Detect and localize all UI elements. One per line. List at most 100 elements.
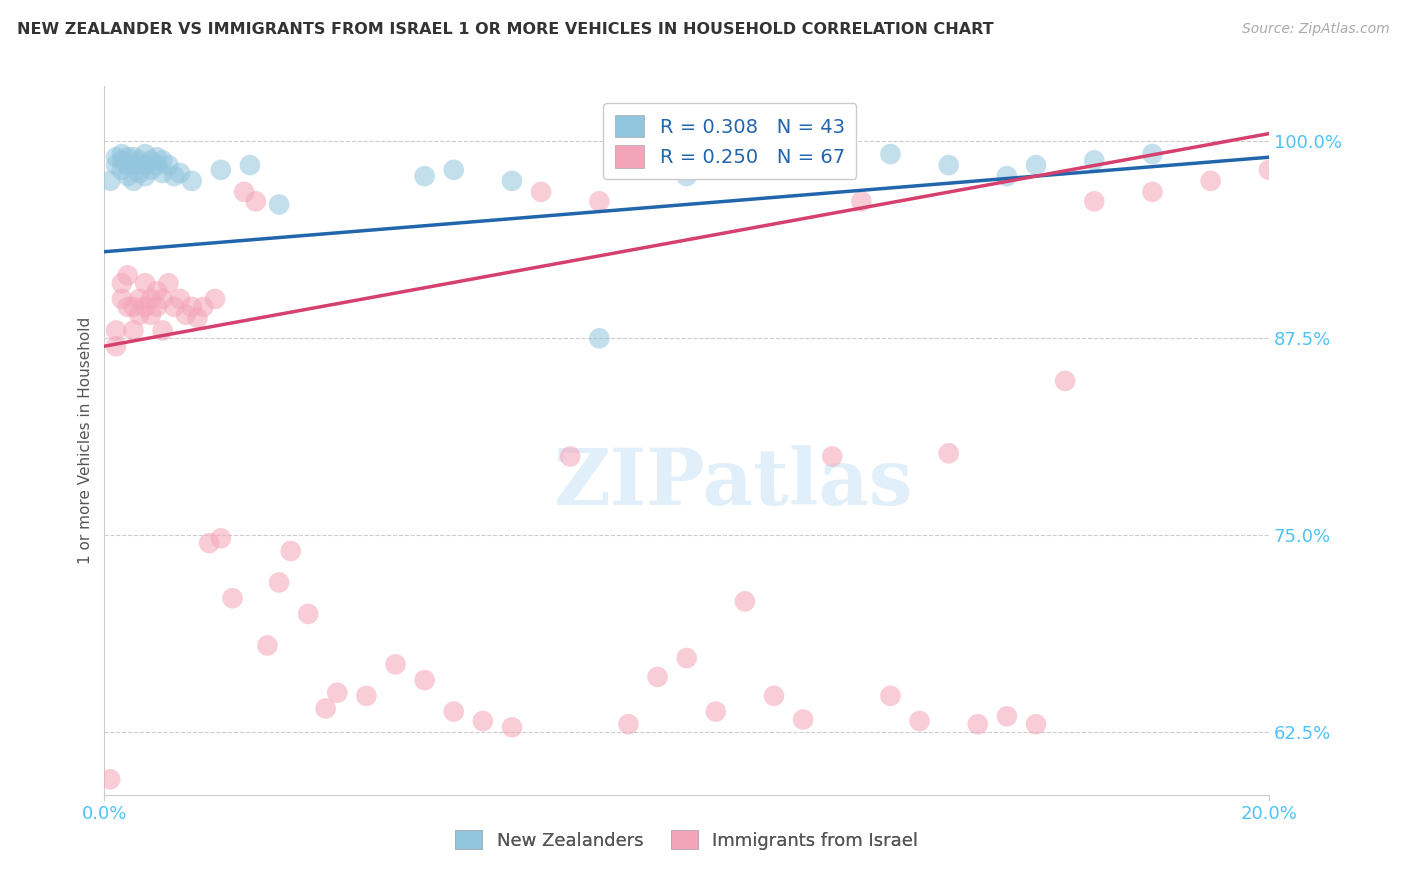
Point	[122, 158, 145, 172]
Point	[560, 450, 582, 464]
Point	[204, 292, 226, 306]
Point	[938, 446, 960, 460]
Point	[209, 532, 232, 546]
Point	[221, 591, 243, 606]
Point	[111, 292, 134, 306]
Point	[122, 323, 145, 337]
Point	[122, 174, 145, 188]
Point	[501, 720, 523, 734]
Point	[1083, 194, 1105, 209]
Point	[588, 194, 610, 209]
Point	[443, 705, 465, 719]
Point	[111, 153, 134, 168]
Legend: New Zealanders, Immigrants from Israel: New Zealanders, Immigrants from Israel	[449, 823, 925, 857]
Point	[821, 450, 844, 464]
Point	[245, 194, 267, 209]
Point	[675, 651, 697, 665]
Text: ZIPatlas: ZIPatlas	[554, 445, 912, 521]
Point	[792, 153, 814, 168]
Point	[734, 158, 756, 172]
Point	[233, 185, 256, 199]
Point	[134, 169, 156, 183]
Point	[851, 194, 873, 209]
Text: Source: ZipAtlas.com: Source: ZipAtlas.com	[1241, 22, 1389, 37]
Point	[152, 292, 174, 306]
Point	[1025, 158, 1047, 172]
Point	[792, 713, 814, 727]
Point	[180, 174, 202, 188]
Point	[280, 544, 302, 558]
Point	[134, 300, 156, 314]
Point	[647, 670, 669, 684]
Point	[734, 594, 756, 608]
Point	[157, 158, 180, 172]
Point	[169, 166, 191, 180]
Point	[117, 268, 139, 283]
Point	[139, 308, 162, 322]
Point	[98, 174, 121, 188]
Point	[152, 153, 174, 168]
Point	[169, 292, 191, 306]
Point	[501, 174, 523, 188]
Point	[139, 162, 162, 177]
Point	[117, 158, 139, 172]
Point	[146, 284, 169, 298]
Point	[1142, 147, 1164, 161]
Point	[163, 300, 186, 314]
Point	[117, 169, 139, 183]
Point	[879, 689, 901, 703]
Point	[152, 323, 174, 337]
Point	[1054, 374, 1077, 388]
Point	[187, 310, 209, 325]
Point	[675, 169, 697, 183]
Point	[995, 709, 1018, 723]
Point	[163, 169, 186, 183]
Point	[1199, 174, 1222, 188]
Point	[134, 147, 156, 161]
Point	[239, 158, 262, 172]
Point	[879, 147, 901, 161]
Point	[326, 686, 349, 700]
Point	[139, 153, 162, 168]
Point	[117, 300, 139, 314]
Point	[105, 158, 128, 172]
Point	[530, 185, 553, 199]
Point	[413, 673, 436, 687]
Point	[193, 300, 215, 314]
Point	[356, 689, 378, 703]
Point	[588, 331, 610, 345]
Point	[122, 150, 145, 164]
Point	[105, 339, 128, 353]
Point	[966, 717, 988, 731]
Point	[617, 717, 640, 731]
Point	[471, 714, 494, 728]
Point	[256, 639, 278, 653]
Point	[139, 292, 162, 306]
Text: NEW ZEALANDER VS IMMIGRANTS FROM ISRAEL 1 OR MORE VEHICLES IN HOUSEHOLD CORRELAT: NEW ZEALANDER VS IMMIGRANTS FROM ISRAEL …	[17, 22, 994, 37]
Point	[146, 158, 169, 172]
Point	[198, 536, 221, 550]
Point	[1083, 153, 1105, 168]
Point	[111, 147, 134, 161]
Point	[938, 158, 960, 172]
Point	[267, 197, 290, 211]
Point	[315, 701, 337, 715]
Point	[128, 153, 150, 168]
Point	[111, 162, 134, 177]
Point	[209, 162, 232, 177]
Point	[1142, 185, 1164, 199]
Point	[111, 277, 134, 291]
Point	[98, 772, 121, 787]
Point	[105, 323, 128, 337]
Point	[146, 150, 169, 164]
Point	[122, 300, 145, 314]
Point	[908, 714, 931, 728]
Point	[704, 705, 727, 719]
Point	[146, 300, 169, 314]
Point	[180, 300, 202, 314]
Point	[413, 169, 436, 183]
Point	[267, 575, 290, 590]
Point	[117, 150, 139, 164]
Point	[134, 277, 156, 291]
Point	[995, 169, 1018, 183]
